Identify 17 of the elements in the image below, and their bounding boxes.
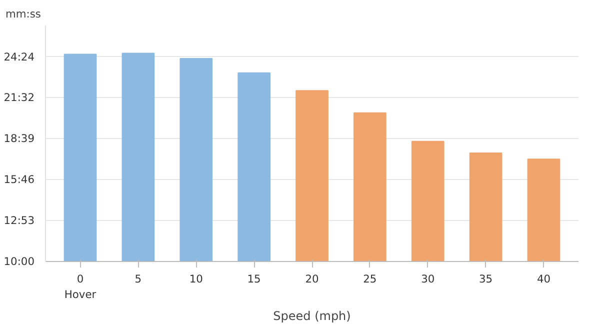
x-tick-label: 40 [536, 272, 551, 286]
y-tick-label: 24:24 [4, 50, 35, 64]
x-tick-label: 25 [363, 272, 377, 286]
x-tick-label: 5 [134, 272, 142, 286]
y-tick-label: 12:53 [4, 214, 35, 228]
x-tick-label: 10 [189, 272, 204, 286]
x-tick-label: 30 [421, 272, 435, 286]
x-axis-title: Speed (mph) [273, 309, 351, 324]
x-tick-label: 35 [479, 272, 493, 286]
x-tick-label: 0 Hover [64, 272, 97, 302]
y-tick-label: 15:46 [4, 173, 35, 186]
y-tick-label: 10:00 [4, 255, 35, 268]
y-axis-title: mm:ss [6, 8, 42, 20]
x-tick-label: 20 [305, 272, 319, 286]
x-tick-label: 15 [247, 272, 261, 286]
y-tick-label: 21:32 [4, 91, 35, 104]
y-tick-label: 18:39 [4, 132, 35, 146]
